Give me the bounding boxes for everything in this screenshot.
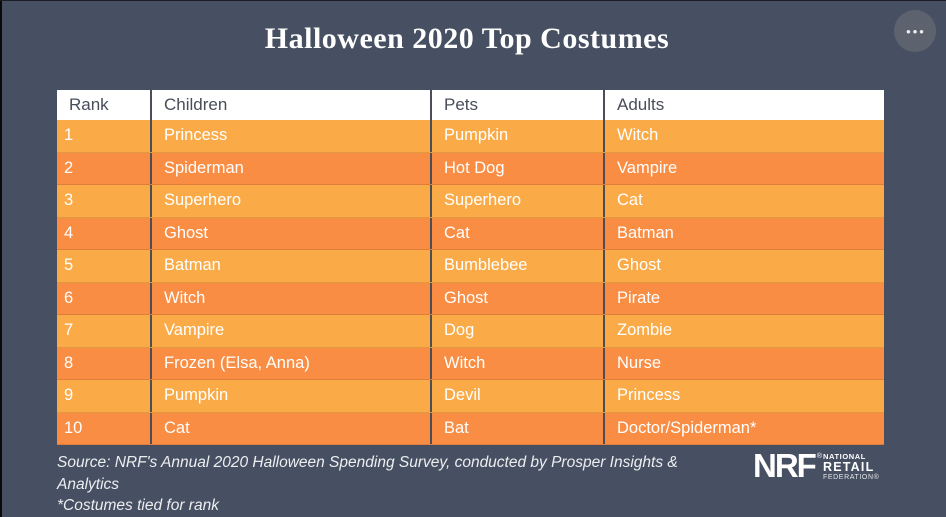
table-row: 6 Witch Ghost Pirate [57, 282, 884, 315]
children-cell: Pumpkin [150, 380, 430, 412]
children-cell: Spiderman [150, 152, 430, 184]
table-row: 7 Vampire Dog Zombie [57, 315, 884, 348]
children-cell: Witch [150, 282, 430, 314]
children-cell: Ghost [150, 217, 430, 249]
registered-mark: ® [816, 453, 822, 460]
nrf-logo-national: NATIONAL [823, 452, 866, 461]
column-header-pets: Pets [430, 90, 603, 120]
rank-cell: 8 [64, 353, 74, 372]
adults-cell: Witch [603, 120, 884, 152]
nrf-logo-federation: FEDERATION® [823, 474, 880, 481]
table-header-row: Rank Children Pets Adults [57, 90, 884, 120]
table-row: 2 Spiderman Hot Dog Vampire [57, 152, 884, 185]
adults-cell: Vampire [603, 152, 884, 184]
children-cell: Frozen (Elsa, Anna) [150, 347, 430, 379]
adults-cell: Doctor/Spiderman* [603, 412, 884, 444]
rank-cell: 9 [64, 386, 74, 404]
adults-cell: Pirate [603, 282, 884, 314]
tie-note: *Costumes tied for rank [57, 497, 219, 514]
rank-cell: 4 [64, 223, 74, 242]
pets-cell: Devil [430, 380, 603, 412]
ellipsis-icon: ••• [906, 23, 926, 39]
rank-cell: 6 [64, 288, 74, 307]
adults-cell: Ghost [603, 250, 884, 282]
table-row: 4 Ghost Cat Batman [57, 217, 884, 250]
column-header-children: Children [150, 90, 430, 120]
pets-cell: Cat [430, 217, 603, 249]
footer: Source: NRF's Annual 2020 Halloween Spen… [57, 452, 917, 517]
children-cell: Batman [150, 250, 430, 282]
adults-cell: Batman [603, 217, 884, 249]
column-header-adults: Adults [603, 90, 884, 120]
pets-cell: Bat [430, 412, 603, 444]
nrf-logo: NRF ® NATIONAL RETAIL FEDERATION® [753, 447, 879, 484]
source-line-1: Source: NRF's Annual 2020 Halloween Spen… [57, 454, 678, 471]
rank-cell: 2 [64, 158, 74, 177]
rank-cell: 3 [64, 191, 74, 209]
table-row: 9 Pumpkin Devil Princess [57, 380, 884, 413]
page-title: Halloween 2020 Top Costumes [264, 22, 670, 55]
table-row: 5 Batman Bumblebee Ghost [57, 250, 884, 283]
children-cell: Cat [150, 412, 430, 444]
costumes-table: Rank Children Pets Adults 1 Princess Pum… [57, 90, 884, 445]
pets-cell: Superhero [430, 185, 603, 217]
adults-cell: Nurse [603, 347, 884, 379]
column-header-rank: Rank [69, 95, 109, 114]
nrf-logo-acronym: NRF [753, 447, 817, 484]
adults-cell: Cat [603, 185, 884, 217]
pets-cell: Ghost [430, 282, 603, 314]
source-line-2: Analytics [57, 475, 120, 493]
rank-cell: 5 [64, 256, 74, 274]
children-cell: Vampire [150, 315, 430, 347]
screenshot-left-edge [0, 0, 2, 517]
adults-cell: Zombie [603, 315, 884, 347]
nrf-logo-text: NATIONAL RETAIL FEDERATION® [823, 451, 879, 482]
children-cell: Superhero [150, 185, 430, 217]
children-cell: Princess [150, 120, 430, 152]
rank-cell: 10 [64, 418, 83, 437]
adults-cell: Princess [603, 380, 884, 412]
pets-cell: Hot Dog [430, 152, 603, 184]
pets-cell: Pumpkin [430, 120, 603, 152]
rank-cell: 7 [64, 321, 74, 339]
table-row: 10 Cat Bat Doctor/Spiderman* [57, 412, 884, 445]
table-row: 1 Princess Pumpkin Witch [57, 120, 884, 153]
nrf-logo-retail: RETAIL [823, 460, 875, 474]
pets-cell: Dog [430, 315, 603, 347]
table-row: 3 Superhero Superhero Cat [57, 185, 884, 218]
rank-cell: 1 [64, 126, 74, 144]
pets-cell: Witch [430, 347, 603, 379]
screenshot-top-edge [0, 0, 946, 1]
more-options-button[interactable]: ••• [894, 10, 936, 52]
pets-cell: Bumblebee [430, 250, 603, 282]
table-row: 8 Frozen (Elsa, Anna) Witch Nurse [57, 347, 884, 380]
